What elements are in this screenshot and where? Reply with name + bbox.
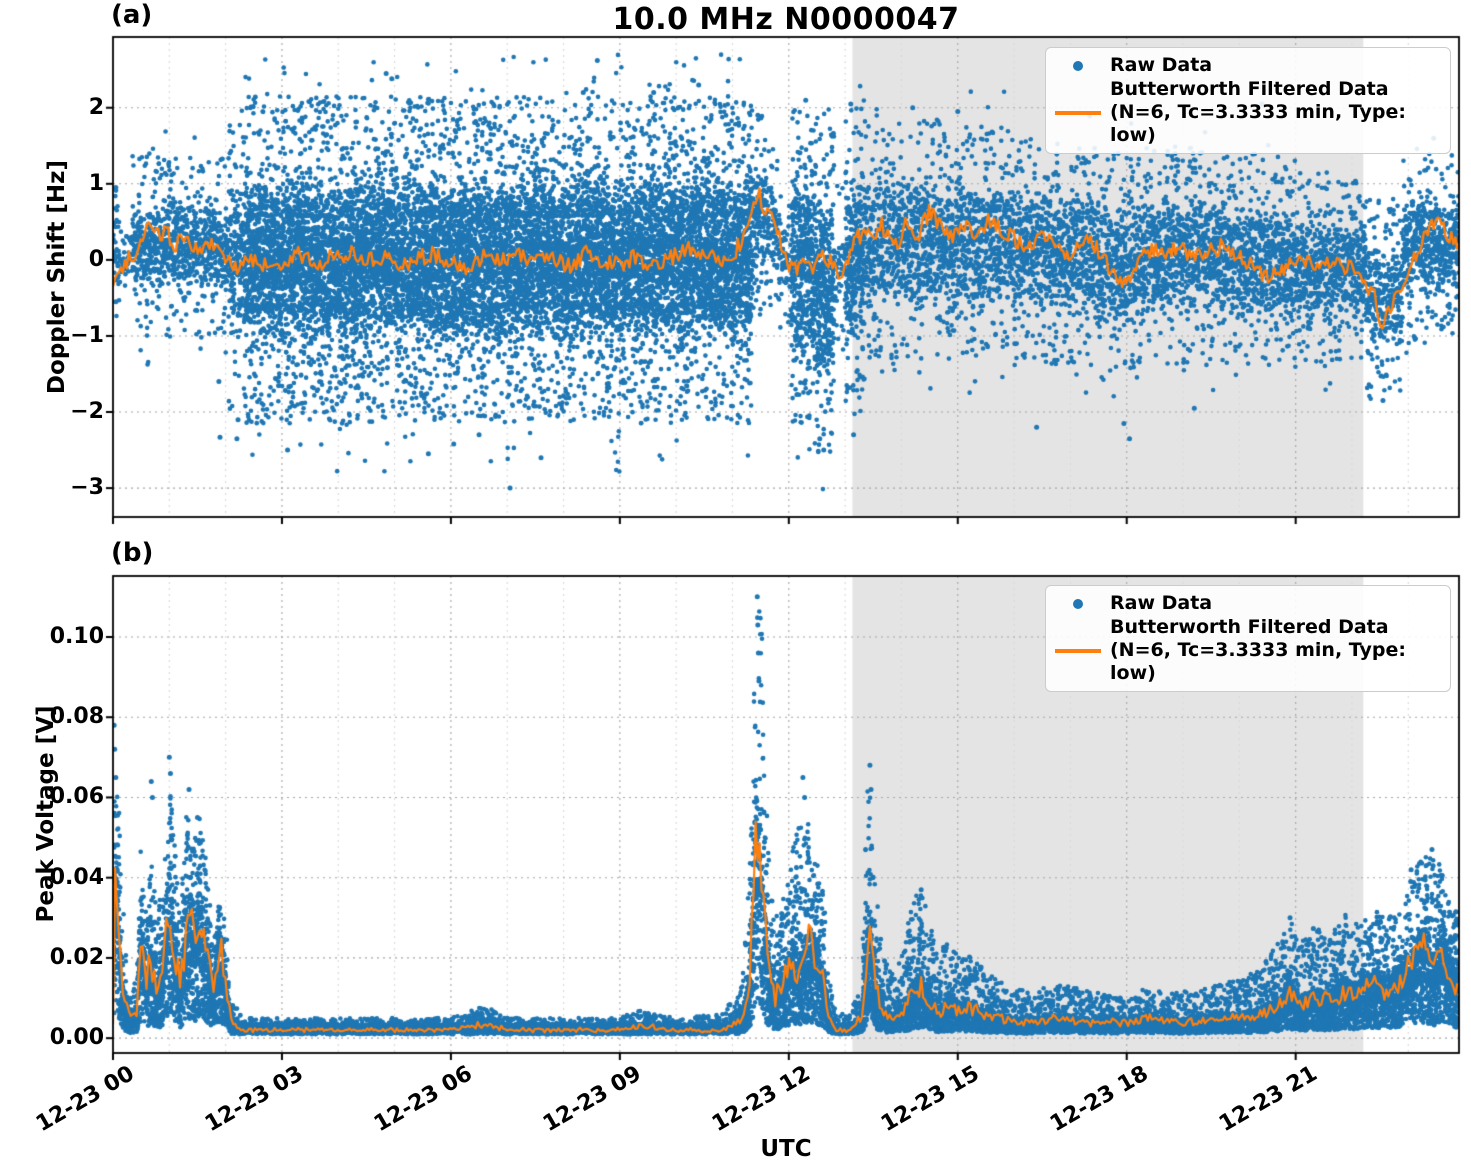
- legend-filtered-labels: Butterworth Filtered Data (N=6, Tc=3.3333…: [1110, 78, 1442, 147]
- filtered-data-marker-cell: [1046, 110, 1110, 115]
- panel-a-y-tick-label: 1: [88, 170, 104, 196]
- panel-b-label: (b): [111, 538, 154, 568]
- x-axis-label: UTC: [760, 1136, 812, 1162]
- legend-raw-label: Raw Data: [1110, 592, 1213, 614]
- raw-data-marker-cell: [1046, 598, 1110, 609]
- panel-b-y-tick-label: 0.02: [49, 944, 104, 970]
- panel-a-y-tick-label: −1: [70, 322, 104, 348]
- legend-filtered-sublabel: (N=6, Tc=3.3333 min, Type: low): [1110, 101, 1406, 146]
- panel-b-y-tick-label: 0.04: [49, 864, 104, 890]
- panel-a-y-tick-label: −2: [70, 399, 104, 425]
- raw-data-dot-icon: [1073, 60, 1083, 71]
- legend-panel-b: Raw Data Butterworth Filtered Data (N=6, …: [1045, 585, 1451, 692]
- filtered-data-line-icon: [1055, 648, 1101, 653]
- legend-row-raw: Raw Data: [1046, 54, 1442, 77]
- panel-b-y-tick-label: 0.06: [49, 784, 104, 810]
- panel-a-y-tick-label: −3: [70, 475, 104, 501]
- panel-a-y-tick-label: 2: [88, 94, 104, 120]
- panel-a-y-axis-label: Doppler Shift [Hz]: [44, 159, 70, 395]
- legend-filtered-labels: Butterworth Filtered Data (N=6, Tc=3.3333…: [1110, 616, 1442, 685]
- filtered-data-line-icon: [1055, 110, 1101, 115]
- legend-raw-label: Raw Data: [1110, 54, 1213, 76]
- legend-row-raw: Raw Data: [1046, 592, 1442, 615]
- legend-filtered-label: Butterworth Filtered Data: [1110, 616, 1389, 638]
- legend-row-filtered: Butterworth Filtered Data (N=6, Tc=3.3333…: [1046, 616, 1442, 685]
- raw-data-dot-icon: [1073, 598, 1083, 609]
- raw-data-marker-cell: [1046, 60, 1110, 71]
- panel-b-y-tick-label: 0.10: [49, 623, 104, 649]
- legend-panel-a: Raw Data Butterworth Filtered Data (N=6, …: [1045, 47, 1451, 154]
- panel-a-y-tick-label: 0: [88, 246, 104, 272]
- figure-title: 10.0 MHz N0000047: [612, 2, 960, 37]
- legend-filtered-sublabel: (N=6, Tc=3.3333 min, Type: low): [1110, 639, 1406, 684]
- panel-b-y-tick-label: 0.08: [49, 704, 104, 730]
- filtered-data-marker-cell: [1046, 648, 1110, 653]
- panel-b-y-tick-label: 0.00: [49, 1025, 104, 1051]
- panel-a-label: (a): [111, 0, 153, 30]
- legend-filtered-label: Butterworth Filtered Data: [1110, 78, 1389, 100]
- legend-row-filtered: Butterworth Filtered Data (N=6, Tc=3.3333…: [1046, 78, 1442, 147]
